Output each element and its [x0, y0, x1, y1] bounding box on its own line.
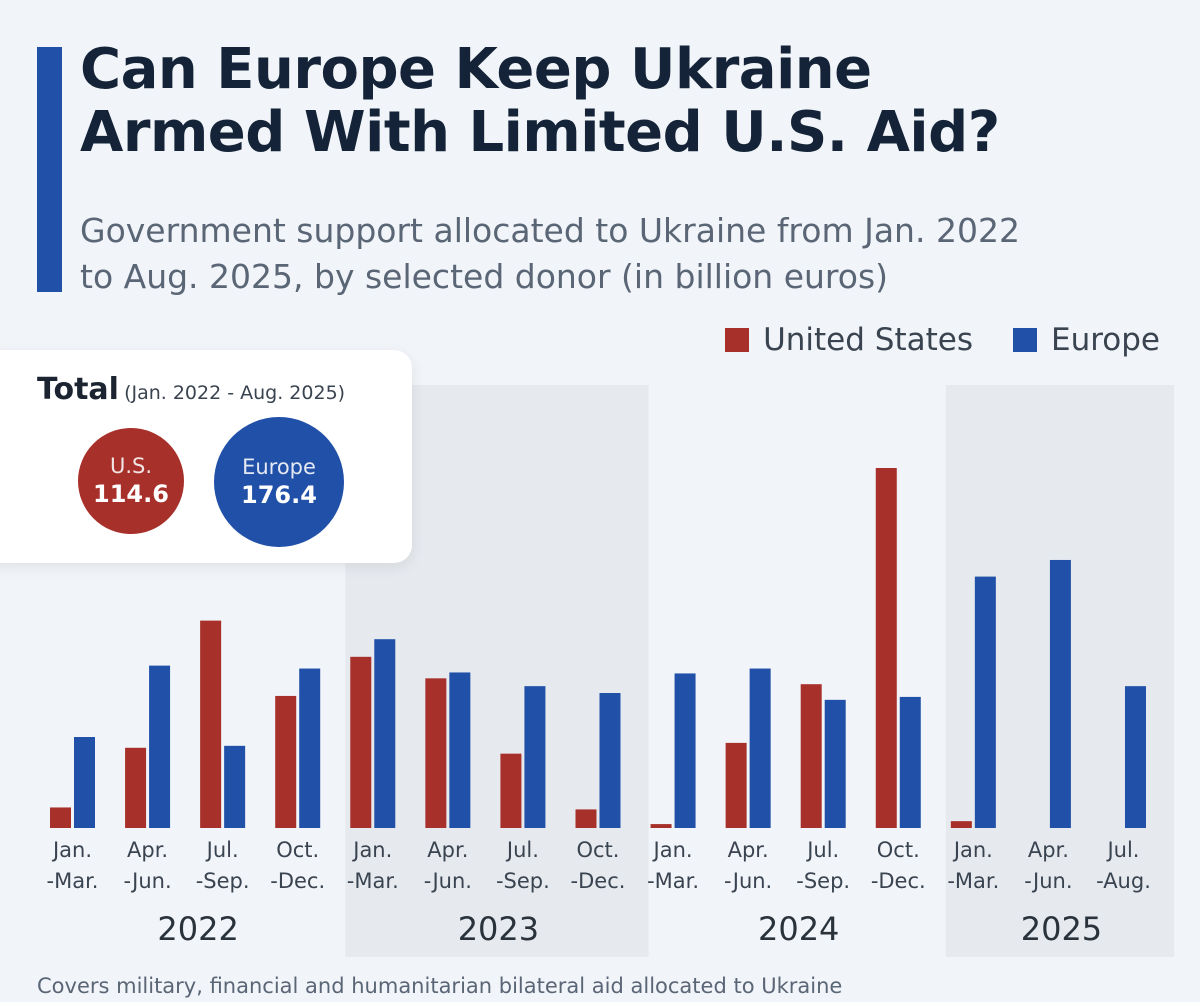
title-line-2: Armed With Limited U.S. Aid?: [80, 100, 1000, 165]
bar-us-12: [875, 468, 897, 828]
category-label-14-line-1: Apr.: [1028, 838, 1069, 862]
category-label-7-line-2: -Sep.: [496, 869, 550, 893]
category-label-7-line-1: Jul.: [505, 838, 539, 862]
category-label-14-line-2: -Jun.: [1024, 869, 1072, 893]
category-label-11-line-1: Jul.: [805, 838, 839, 862]
category-label-6-line-1: Apr.: [427, 838, 468, 862]
bar-europe-13: [974, 576, 996, 828]
bar-us-5: [350, 656, 372, 828]
us-total-value: 114.6: [93, 480, 169, 509]
us-total-label: U.S.: [109, 453, 153, 478]
bar-us-4: [275, 695, 297, 828]
category-label-13-line-2: -Mar.: [947, 869, 999, 893]
category-label-15-line-2: -Aug.: [1096, 869, 1151, 893]
bar-europe-11: [824, 699, 846, 828]
legend-swatch-us: [725, 328, 750, 352]
bar-us-9: [650, 824, 672, 828]
bar-us-13: [950, 821, 972, 828]
legend-label-europe: Europe: [1050, 322, 1160, 358]
category-label-11-line-2: -Sep.: [796, 869, 850, 893]
category-label-4-line-2: -Dec.: [270, 869, 325, 893]
bar-europe-14: [1049, 559, 1071, 828]
bar-europe-7: [524, 686, 546, 828]
year-label-2024: 2024: [758, 910, 839, 948]
subtitle-line-1: Government support allocated to Ukraine …: [80, 211, 1020, 250]
category-label-10-line-1: Apr.: [728, 838, 769, 862]
bar-europe-8: [599, 693, 621, 828]
bar-europe-3: [224, 745, 246, 828]
title-accent-bar: [37, 47, 62, 292]
us-total-circle: U.S. 114.6: [78, 428, 184, 534]
category-label-12-line-1: Oct.: [877, 838, 920, 862]
bar-europe-2: [149, 665, 171, 828]
category-label-6-line-2: -Jun.: [424, 869, 472, 893]
bar-us-10: [725, 742, 747, 828]
bar-us-8: [575, 809, 597, 828]
category-label-1-line-2: -Mar.: [47, 869, 99, 893]
bar-us-11: [800, 684, 822, 828]
category-label-12-line-2: -Dec.: [871, 869, 926, 893]
year-label-2025: 2025: [1021, 910, 1102, 948]
europe-total-label: Europe: [242, 454, 316, 479]
bar-us-3: [200, 620, 222, 828]
bar-europe-9: [674, 673, 696, 828]
legend-label-us: United States: [763, 322, 973, 358]
footnote: Covers military, financial and humanitar…: [37, 974, 843, 998]
category-label-3-line-1: Jul.: [205, 838, 239, 862]
chart-title: Can Europe Keep Ukraine Armed With Limite…: [80, 38, 1000, 164]
category-label-5-line-1: Jan.: [351, 838, 392, 862]
bar-us-1: [50, 807, 71, 828]
bar-us-6: [425, 678, 447, 828]
totals-heading: Total (Jan. 2022 - Aug. 2025): [37, 372, 345, 407]
bar-us-2: [125, 747, 147, 828]
totals-period: (Jan. 2022 - Aug. 2025): [124, 382, 346, 404]
category-label-9-line-2: -Mar.: [647, 869, 699, 893]
chart-subtitle: Government support allocated to Ukraine …: [80, 208, 1020, 300]
bar-europe-15: [1124, 686, 1146, 828]
category-label-10-line-2: -Jun.: [724, 869, 772, 893]
category-label-15-line-1: Jul.: [1105, 838, 1139, 862]
title-line-1: Can Europe Keep Ukraine: [80, 37, 872, 102]
category-label-5-line-2: -Mar.: [347, 869, 399, 893]
year-label-2022: 2022: [157, 910, 238, 948]
category-label-13-line-1: Jan.: [952, 838, 993, 862]
category-label-8-line-2: -Dec.: [571, 869, 626, 893]
category-label-2-line-1: Apr.: [127, 838, 168, 862]
europe-total-value: 176.4: [241, 481, 317, 510]
bar-europe-10: [749, 668, 771, 828]
year-label-2023: 2023: [458, 910, 539, 948]
bar-europe-1: [74, 737, 95, 828]
legend-item-europe: Europe: [1012, 322, 1160, 358]
category-label-1-line-1: Jan.: [51, 838, 92, 862]
category-label-9-line-1: Jan.: [652, 838, 693, 862]
legend-swatch-europe: [1012, 328, 1037, 352]
totals-panel: Total (Jan. 2022 - Aug. 2025) U.S. 114.6…: [0, 350, 412, 563]
category-label-8-line-1: Oct.: [576, 838, 619, 862]
europe-total-circle: Europe 176.4: [214, 417, 344, 547]
bar-europe-5: [374, 639, 396, 828]
totals-label: Total: [37, 372, 119, 407]
bar-europe-4: [299, 668, 321, 828]
category-label-3-line-2: -Sep.: [196, 869, 250, 893]
category-label-4-line-1: Oct.: [276, 838, 319, 862]
bar-europe-12: [899, 696, 921, 828]
category-label-2-line-2: -Jun.: [123, 869, 171, 893]
subtitle-line-2: to Aug. 2025, by selected donor (in bill…: [80, 257, 889, 296]
legend-item-us: United States: [725, 322, 973, 358]
bar-us-7: [500, 753, 522, 828]
legend: United States Europe: [725, 322, 1160, 358]
bar-europe-6: [449, 672, 471, 828]
